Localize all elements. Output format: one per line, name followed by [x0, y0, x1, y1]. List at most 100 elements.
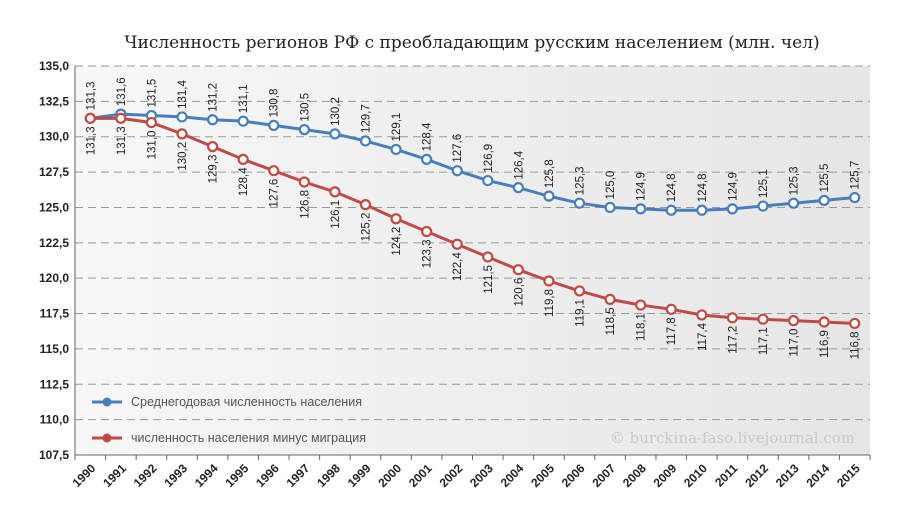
data-point [543, 190, 555, 202]
data-label: 128,4 [238, 167, 250, 196]
x-tick-label: 2005 [528, 461, 557, 490]
data-label: 129,7 [360, 104, 372, 133]
y-tick-label: 112,5 [40, 377, 70, 391]
data-point [268, 165, 280, 177]
data-point [543, 275, 555, 287]
data-label: 125,5 [819, 164, 831, 193]
y-tick-label: 110,0 [40, 413, 70, 427]
data-point [298, 176, 310, 188]
data-label: 117,8 [666, 317, 678, 345]
y-tick-label: 115,0 [40, 342, 70, 356]
y-tick-label: 127,5 [39, 165, 69, 179]
data-label: 127,6 [269, 179, 281, 208]
data-label: 126,4 [513, 150, 525, 179]
data-label: 130,2 [330, 97, 342, 126]
data-point [237, 153, 249, 165]
data-point [329, 186, 341, 198]
data-label: 119,8 [544, 289, 556, 317]
data-point [482, 251, 494, 263]
x-tick-label: 1994 [192, 461, 221, 490]
data-point [451, 165, 463, 177]
data-label: 118,1 [636, 313, 648, 341]
data-point [268, 119, 280, 132]
data-point [359, 135, 372, 147]
data-point [206, 141, 219, 153]
data-label: 126,8 [299, 190, 311, 219]
data-point [482, 174, 494, 187]
x-tick-label: 1998 [314, 461, 343, 490]
data-point [359, 199, 372, 211]
x-tick-label: 2003 [467, 461, 496, 490]
x-tick-label: 1991 [100, 461, 129, 490]
data-label: 131,3 [85, 82, 97, 111]
data-label: 125,7 [850, 161, 862, 190]
data-label: 124,2 [391, 227, 403, 256]
data-label: 124,8 [697, 174, 709, 203]
data-point [84, 112, 96, 124]
data-label: 131,4 [177, 80, 189, 109]
y-tick-label: 117,5 [40, 307, 70, 321]
data-point [757, 313, 769, 325]
x-tick-label: 2009 [651, 461, 680, 490]
data-label: 117,2 [727, 326, 739, 354]
data-label: 131,1 [238, 84, 250, 113]
watermark: © burckina-faso.livejournal.com [610, 429, 855, 447]
x-tick-label: 2013 [773, 461, 802, 490]
y-tick-label: 135,0 [39, 59, 69, 73]
x-tick-label: 1997 [284, 461, 313, 490]
data-point [115, 112, 127, 124]
legend-label: численность населения минус миграция [131, 431, 366, 445]
data-point [329, 128, 341, 140]
data-label: 131,6 [116, 77, 128, 106]
data-label: 131,0 [146, 131, 158, 160]
data-point [390, 213, 402, 225]
x-tick-label: 2014 [803, 461, 832, 490]
plot-area [75, 66, 870, 455]
data-label: 116,9 [819, 330, 831, 358]
data-label: 131,2 [208, 83, 220, 112]
data-label: 129,1 [391, 113, 403, 142]
legend-marker [102, 433, 112, 443]
data-point [512, 182, 524, 194]
data-point [726, 312, 739, 324]
y-tick-label: 130,0 [39, 130, 69, 144]
data-point [665, 303, 677, 315]
y-tick-label: 125,0 [39, 200, 69, 214]
x-tick-label: 2011 [712, 461, 741, 490]
data-label: 124,8 [666, 174, 678, 203]
x-tick-label: 1993 [161, 461, 190, 490]
x-tick-label: 2008 [620, 461, 649, 490]
x-tick-label: 1990 [70, 461, 99, 490]
data-label: 131,3 [116, 126, 128, 155]
data-point [604, 201, 616, 214]
data-point [512, 264, 524, 276]
data-point [818, 194, 830, 206]
data-label: 119,1 [575, 299, 587, 327]
data-label: 128,4 [422, 122, 434, 151]
data-point [237, 115, 249, 127]
data-point [696, 309, 708, 321]
y-tick-label: 107,5 [39, 448, 69, 462]
y-tick-label: 122,5 [39, 236, 69, 250]
data-point [421, 153, 433, 165]
data-label: 118,5 [605, 307, 617, 335]
data-point [696, 204, 708, 216]
data-label: 122,4 [452, 252, 464, 281]
data-label: 117,0 [789, 329, 801, 357]
chart-title: Численность регионов РФ с преобладающим … [124, 33, 819, 53]
data-label: 123,3 [422, 240, 434, 269]
data-label: 126,9 [483, 144, 495, 173]
data-label: 126,1 [330, 200, 342, 229]
legend-marker [102, 397, 112, 407]
x-tick-label: 2007 [589, 461, 618, 490]
data-point [145, 116, 158, 129]
data-point [573, 285, 586, 297]
x-tick-label: 2004 [498, 461, 527, 490]
x-tick-label: 1999 [345, 461, 374, 490]
data-label: 116,8 [850, 331, 862, 359]
data-point [635, 203, 647, 215]
data-point [757, 200, 769, 212]
data-label: 117,1 [758, 327, 770, 355]
data-label: 125,3 [789, 166, 801, 195]
x-tick-label: 2012 [742, 461, 771, 490]
